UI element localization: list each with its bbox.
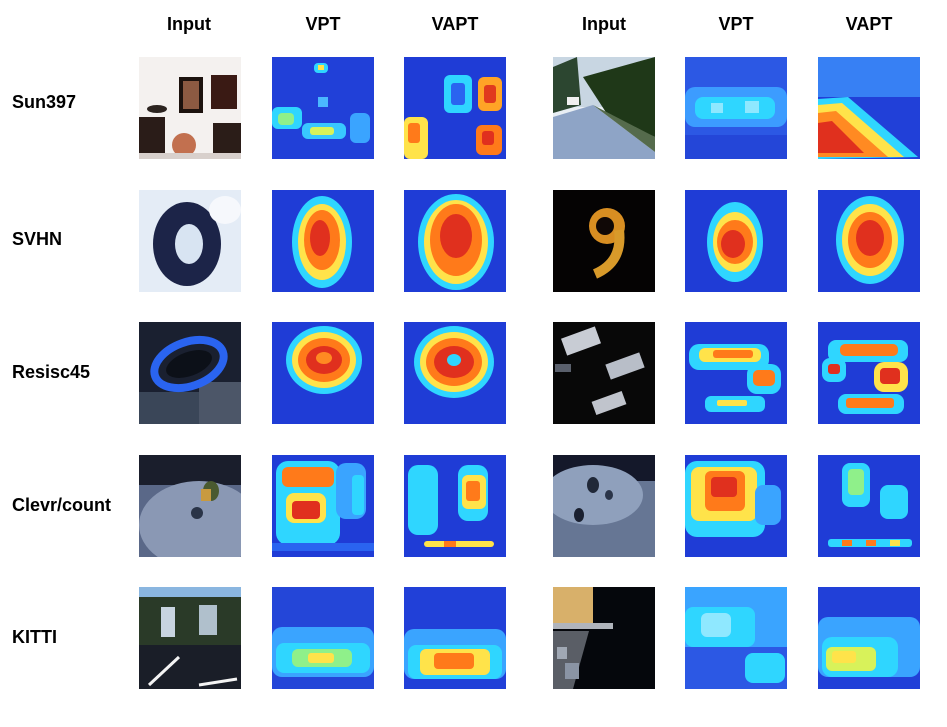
- heatmap-vapt-clevr-2: [818, 455, 920, 557]
- heatmap-vapt-resisc45-1: [404, 322, 506, 424]
- row-label-svhn: SVHN: [12, 229, 63, 249]
- input-image-svhn-zero: [139, 190, 241, 292]
- input-image-kitti-road: [553, 587, 655, 689]
- input-image-clevr-1: [139, 455, 241, 557]
- column-header-vapt-left: VAPT: [431, 14, 479, 34]
- heatmap-vapt-svhn-2: [818, 190, 920, 292]
- row-label-resisc45: Resisc45: [12, 362, 91, 382]
- heatmap-vapt-kitti-2: [818, 587, 920, 689]
- input-image-resisc45-stadium: [139, 322, 241, 424]
- input-image-resisc45-buildings: [553, 322, 655, 424]
- heatmap-vapt-svhn-1: [404, 190, 506, 292]
- heatmap-vapt-kitti-1: [404, 587, 506, 689]
- heatmap-vpt-resisc45-2: [685, 322, 787, 424]
- column-header-vpt-right: VPT: [718, 14, 754, 34]
- input-image-kitti-street: [139, 587, 241, 689]
- heatmap-vapt-sun397-1: [404, 57, 506, 159]
- heatmap-vpt-sun397-2: [685, 57, 787, 159]
- input-image-sun397-bathroom: [139, 57, 241, 159]
- column-header-input-left: Input: [167, 14, 211, 34]
- heatmap-vapt-clevr-1: [404, 455, 506, 557]
- input-image-sun397-road: [553, 57, 655, 159]
- column-header-input-right: Input: [582, 14, 626, 34]
- heatmap-vpt-kitti-1: [272, 587, 374, 689]
- input-image-clevr-2: [553, 455, 655, 557]
- column-header-vapt-right: VAPT: [845, 14, 893, 34]
- row-label-sun397: Sun397: [12, 92, 77, 112]
- input-image-svhn-nine: [553, 190, 655, 292]
- row-label-clevr-count: Clevr/count: [12, 495, 112, 515]
- heatmap-vapt-sun397-2: [818, 57, 920, 159]
- heatmap-vapt-resisc45-2: [818, 322, 920, 424]
- heatmap-vpt-sun397-1: [272, 57, 374, 159]
- row-label-kitti: KITTI: [12, 627, 57, 647]
- column-header-vpt-left: VPT: [305, 14, 341, 34]
- heatmap-vpt-clevr-1: [272, 455, 374, 557]
- heatmap-vpt-kitti-2: [685, 587, 787, 689]
- heatmap-vpt-clevr-2: [685, 455, 787, 557]
- heatmap-vpt-resisc45-1: [272, 322, 374, 424]
- heatmap-vpt-svhn-1: [272, 190, 374, 292]
- heatmap-vpt-svhn-2: [685, 190, 787, 292]
